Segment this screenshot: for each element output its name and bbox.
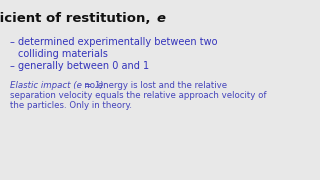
- Text: – generally between 0 and 1: – generally between 0 and 1: [10, 61, 149, 71]
- Text: Elastic impact (e = 1):: Elastic impact (e = 1):: [10, 81, 106, 90]
- Text: the particles. Only in theory.: the particles. Only in theory.: [10, 101, 132, 110]
- Text: colliding materials: colliding materials: [18, 49, 108, 59]
- Text: no energy is lost and the relative: no energy is lost and the relative: [10, 81, 227, 90]
- Text: separation velocity equals the relative approach velocity of: separation velocity equals the relative …: [10, 91, 267, 100]
- Text: e: e: [157, 12, 166, 25]
- Text: – determined experimentally between two: – determined experimentally between two: [10, 37, 218, 47]
- Text: Coefficient of restitution,: Coefficient of restitution,: [0, 12, 155, 25]
